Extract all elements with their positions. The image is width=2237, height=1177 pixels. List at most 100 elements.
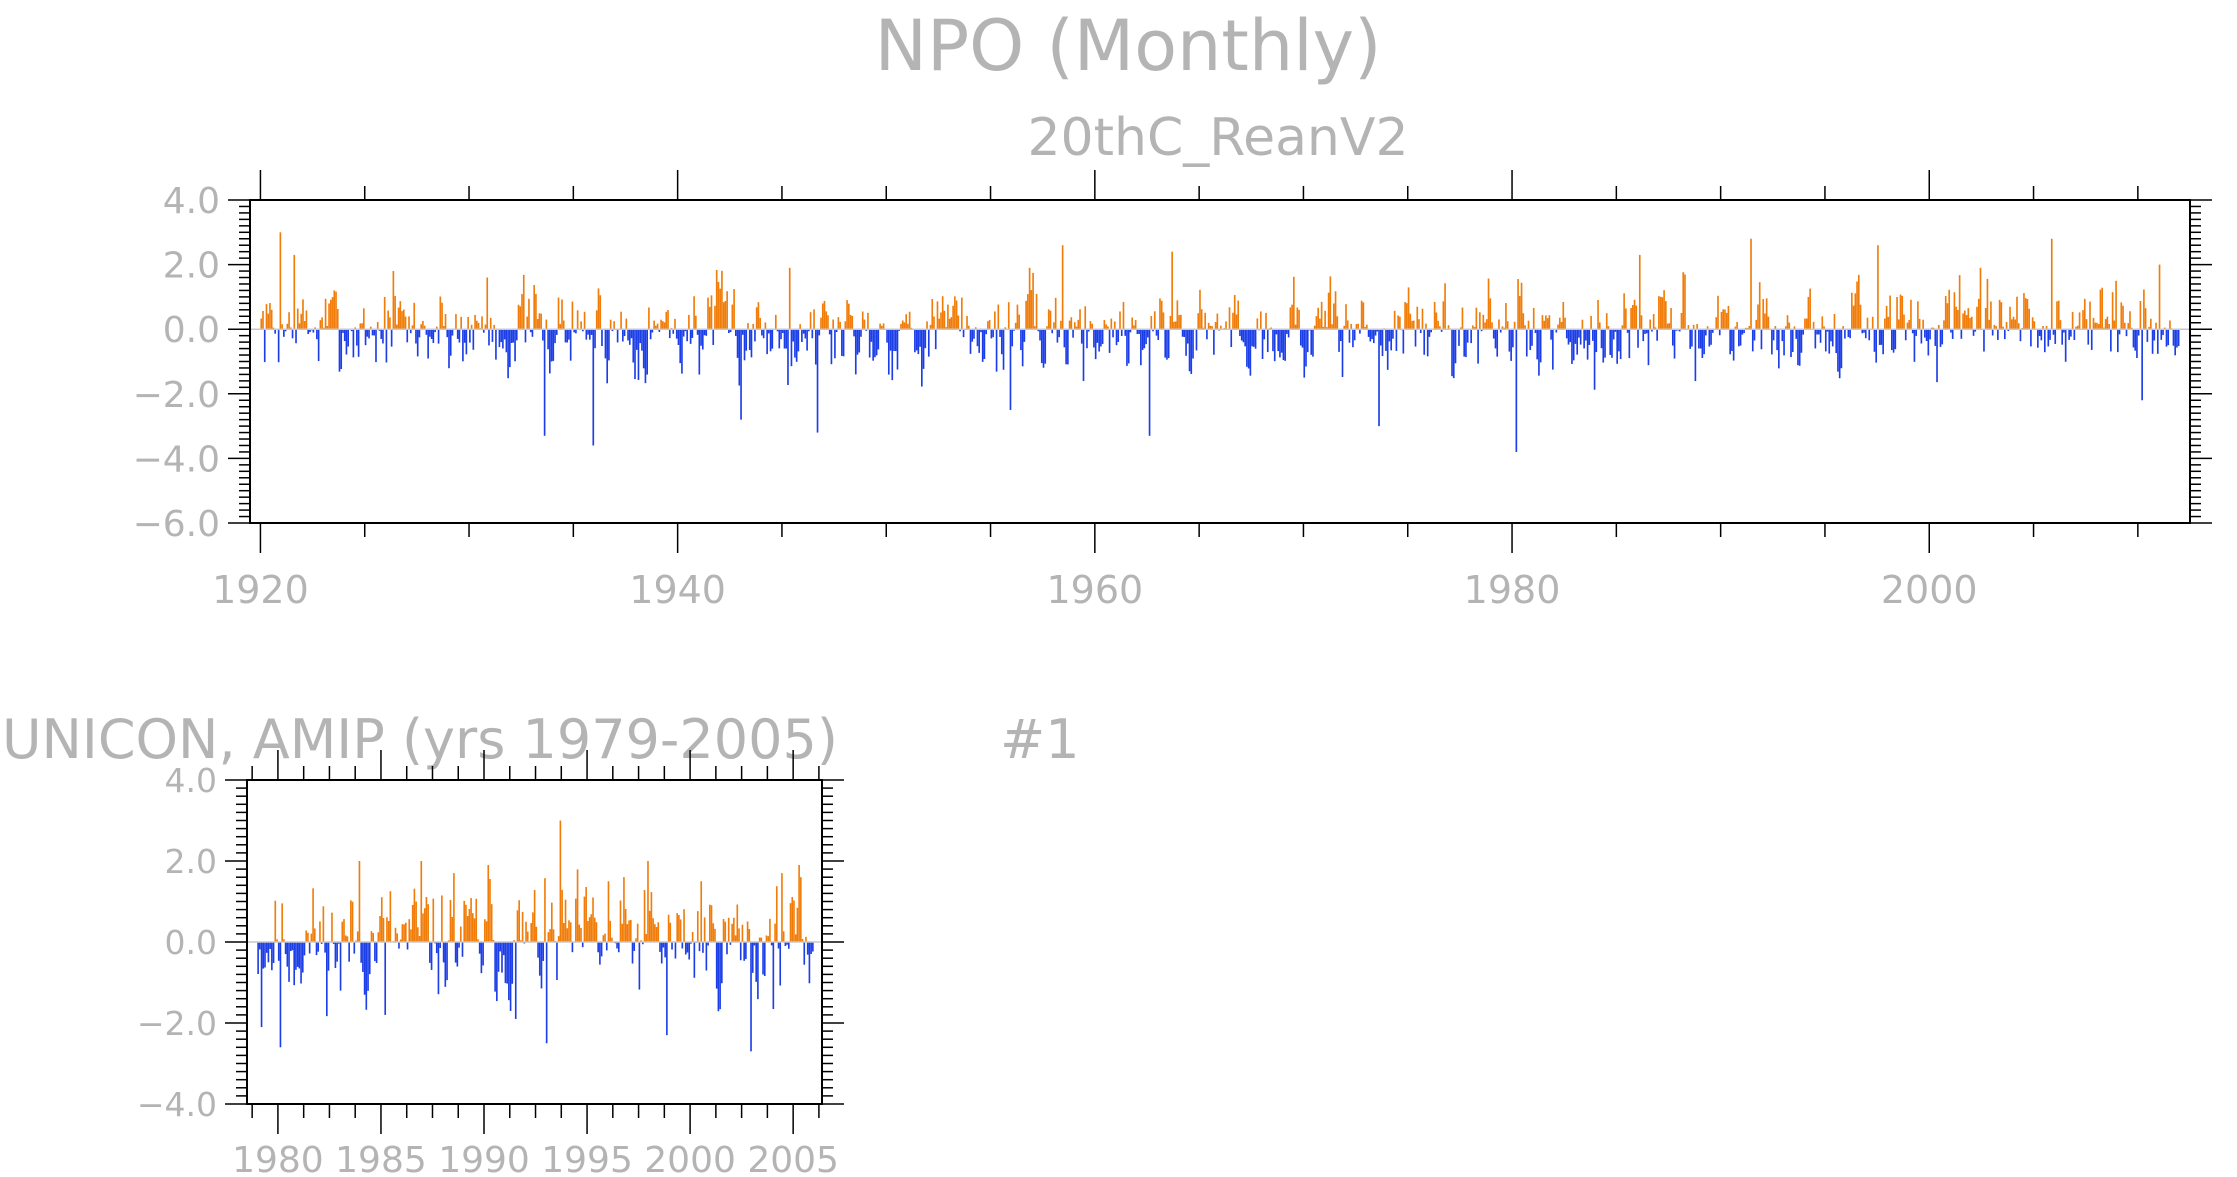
bar xyxy=(2146,329,2149,342)
bar xyxy=(1016,304,1019,330)
bar xyxy=(1887,316,1890,330)
bar xyxy=(794,329,796,358)
bar xyxy=(2007,329,2010,331)
bar xyxy=(1944,296,1947,330)
bar xyxy=(2097,324,2100,330)
bar xyxy=(1242,329,1245,343)
bar xyxy=(1527,320,1530,330)
bar xyxy=(1312,329,1314,357)
bar xyxy=(628,329,631,345)
bar xyxy=(1760,329,1763,350)
bar xyxy=(1331,324,1333,330)
bar xyxy=(1993,324,1996,330)
bar xyxy=(1941,329,1944,345)
bar xyxy=(289,327,292,330)
bar xyxy=(1583,329,1585,349)
bar xyxy=(607,881,610,942)
bar xyxy=(778,329,781,349)
bar xyxy=(2165,329,2168,347)
bar xyxy=(784,942,787,946)
bar xyxy=(2177,329,2180,347)
bar xyxy=(394,927,397,942)
bar xyxy=(1291,304,1293,330)
bar xyxy=(1689,329,1692,349)
bar xyxy=(865,329,868,331)
bar xyxy=(561,299,563,330)
bar xyxy=(2116,329,2119,353)
bar xyxy=(1878,329,1881,345)
bar xyxy=(2016,296,2018,330)
bar xyxy=(1346,320,1349,330)
bar xyxy=(600,942,603,957)
bar xyxy=(2005,321,2008,330)
bar xyxy=(781,873,783,942)
bar xyxy=(1421,308,1424,330)
bar xyxy=(338,329,341,372)
bar xyxy=(1284,329,1286,361)
bar xyxy=(762,942,764,975)
bar xyxy=(1152,329,1154,332)
bar xyxy=(1764,313,1766,330)
bar xyxy=(995,329,998,372)
bar xyxy=(1621,325,1624,330)
bar xyxy=(377,932,380,942)
bar xyxy=(1757,304,1759,330)
bar xyxy=(274,900,277,942)
bar xyxy=(466,915,469,942)
bar xyxy=(482,942,484,966)
bar xyxy=(571,301,574,330)
bar xyxy=(2167,329,2170,346)
bar xyxy=(525,921,527,942)
bar xyxy=(1647,329,1650,366)
bar xyxy=(738,928,740,942)
bar xyxy=(303,321,306,330)
bar xyxy=(405,922,407,942)
bar xyxy=(491,329,494,342)
bar xyxy=(1259,311,1262,330)
bar xyxy=(504,942,507,984)
bar xyxy=(1294,324,1297,330)
bar xyxy=(619,900,622,942)
bar xyxy=(432,329,435,344)
bar xyxy=(736,329,739,358)
bar xyxy=(841,329,843,356)
bar xyxy=(1571,329,1573,364)
bar xyxy=(741,329,744,335)
bar xyxy=(1406,303,1408,330)
bar xyxy=(1101,329,1104,344)
bar xyxy=(1838,329,1841,379)
bar xyxy=(1901,295,1904,330)
bar xyxy=(804,329,807,339)
bar xyxy=(834,329,836,359)
bar xyxy=(721,270,723,330)
bar xyxy=(1821,316,1824,330)
plot-frame xyxy=(249,199,2191,524)
bar xyxy=(1585,329,1587,341)
bar xyxy=(1598,322,1601,330)
bar xyxy=(2024,298,2027,330)
bar xyxy=(489,317,492,330)
bar xyxy=(595,922,598,942)
bar xyxy=(448,329,450,369)
bar xyxy=(312,329,315,333)
bar xyxy=(2151,329,2154,354)
bar xyxy=(1181,329,1184,337)
bar xyxy=(842,329,845,357)
bar xyxy=(877,329,880,350)
bar xyxy=(1911,329,1914,334)
bar xyxy=(635,938,637,942)
bar xyxy=(1518,295,1521,330)
bar xyxy=(675,329,678,339)
bar xyxy=(1800,329,1803,353)
bar xyxy=(691,931,694,942)
bar xyxy=(1040,329,1043,364)
bar xyxy=(622,329,624,342)
bar xyxy=(389,317,391,330)
bar xyxy=(2083,298,2086,330)
bar xyxy=(1957,309,1959,330)
bar xyxy=(626,924,629,942)
bar xyxy=(1943,320,1945,330)
bar xyxy=(1976,306,1978,330)
bar xyxy=(1244,329,1246,347)
bar xyxy=(2120,302,2123,330)
